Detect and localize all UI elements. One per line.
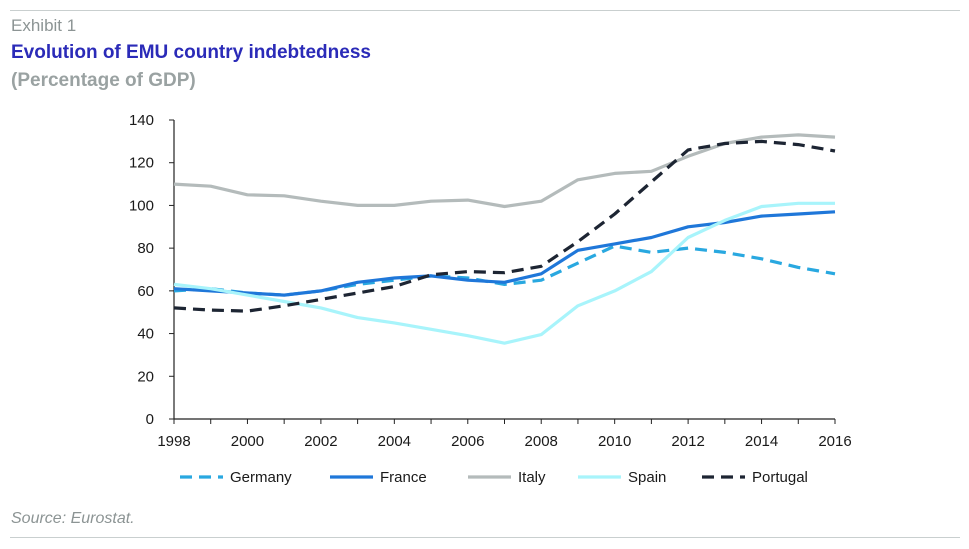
x-tick-label: 2000: [231, 433, 264, 450]
y-tick-label: 80: [137, 240, 154, 257]
source-note: Source: Eurostat.: [11, 510, 135, 527]
top-rule: [10, 10, 960, 11]
series-line-italy: [173, 133, 836, 209]
chart-legend: Germany France Italy Spain Portugal: [180, 469, 808, 486]
chart-axes: 0 20 40 60 80 100 120 140 1998 2000 2002 2004 2006 20…: [129, 112, 852, 450]
exhibit-label: Exhibit 1: [11, 16, 77, 35]
x-tick-label: 2016: [818, 433, 851, 450]
chart-series: [173, 133, 836, 345]
x-tick-label: 2002: [304, 433, 337, 450]
series-line-spain: [173, 201, 835, 345]
y-tick-label: 0: [146, 411, 154, 428]
y-tick-label: 100: [129, 197, 154, 214]
x-tick-label: 2004: [378, 433, 411, 450]
bottom-rule: [10, 537, 960, 538]
x-tick-label: 1998: [157, 433, 190, 450]
x-tick-label: 2008: [525, 433, 558, 450]
legend-label-spain: Spain: [628, 469, 666, 486]
y-tick-label: 120: [129, 155, 154, 172]
chart-title: Evolution of EMU country indebtedness: [11, 42, 371, 63]
x-tick-label: 2012: [671, 433, 704, 450]
series-line-portugal: [173, 139, 836, 313]
y-tick-label: 60: [137, 283, 154, 300]
series-line-germany: [173, 244, 836, 297]
x-tick-label: 2014: [745, 433, 778, 450]
legend-label-france: France: [380, 469, 427, 486]
series-line-france: [173, 210, 836, 297]
chart-subtitle: (Percentage of GDP): [11, 70, 196, 91]
legend-label-germany: Germany: [230, 469, 292, 486]
legend-label-italy: Italy: [518, 469, 546, 486]
x-tick-label: 2010: [598, 433, 631, 450]
x-tick-label: 2006: [451, 433, 484, 450]
legend-label-portugal: Portugal: [752, 469, 808, 486]
y-tick-label: 40: [137, 326, 154, 343]
y-tick-label: 20: [137, 368, 154, 385]
y-tick-label: 140: [129, 112, 154, 129]
